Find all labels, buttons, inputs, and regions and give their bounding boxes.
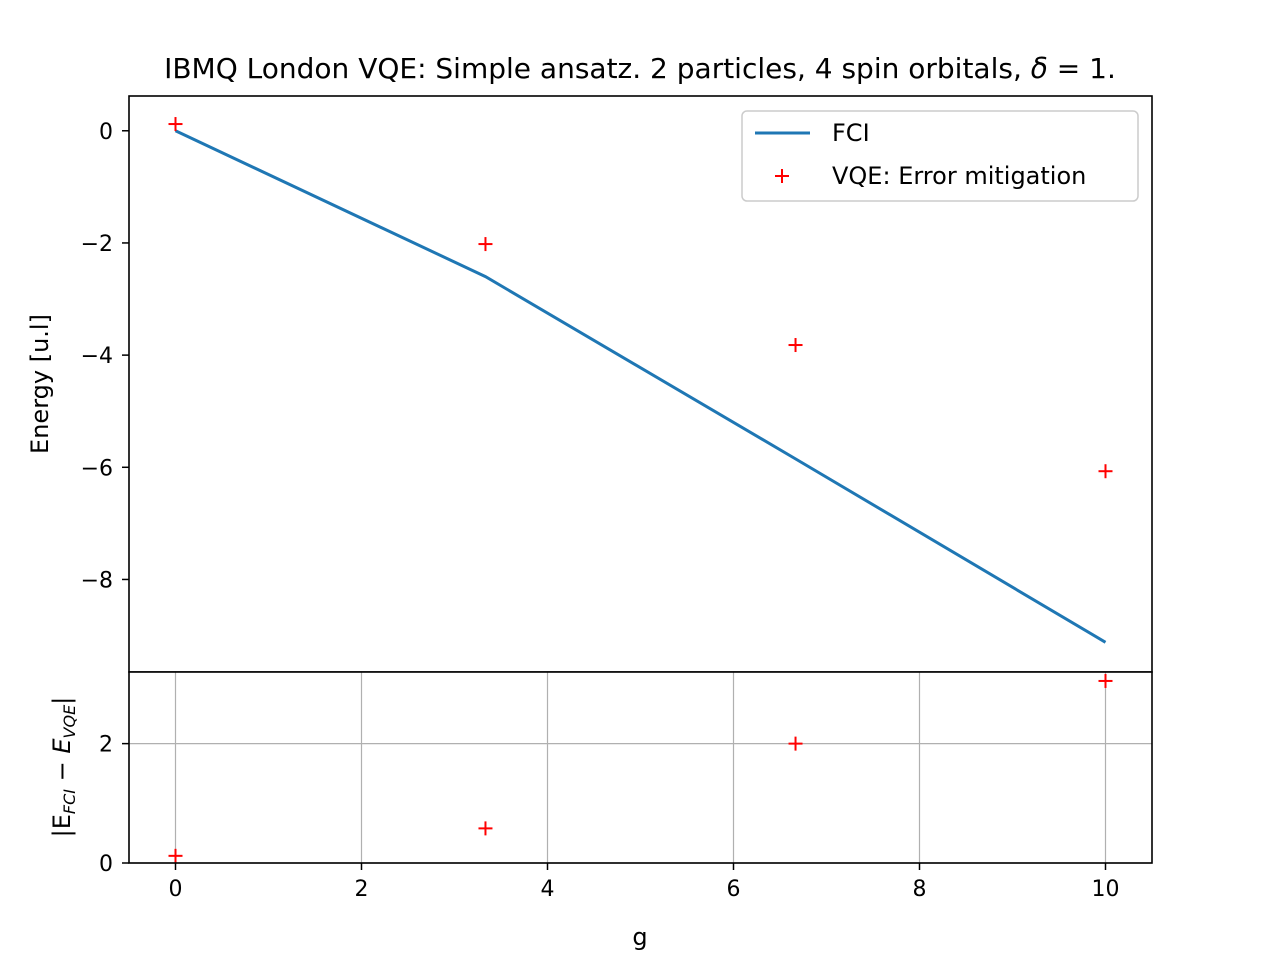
legend-fci-label: FCI: [832, 119, 870, 147]
x-tick-label: 6: [727, 877, 741, 902]
bottom-y-tick-label: 2: [99, 733, 113, 758]
bottom-frame: [128, 671, 1153, 864]
ylabel-part-sub2: VQE: [60, 704, 79, 739]
legend-box: [741, 110, 1139, 202]
legend: FCI VQE: Error mitigation: [741, 110, 1139, 202]
x-tick-label: 0: [169, 877, 183, 902]
bottom-plot-area: [129, 672, 1152, 863]
error-point: [478, 821, 493, 836]
bottom-panel: 0 2 4 6 8 10 0 2: [99, 671, 1153, 902]
top-y-axis-label: Energy [u.l]: [26, 314, 54, 454]
legend-vqe-label: VQE: Error mitigation: [832, 162, 1086, 190]
x-tick-label: 8: [913, 877, 927, 902]
ylabel-part-left: |E: [48, 814, 76, 837]
x-axis-label: g: [632, 923, 647, 951]
top-y-tick-label: −6: [81, 456, 113, 481]
x-tick-label: 10: [1092, 877, 1120, 902]
chart-title-symbol: δ: [1031, 52, 1048, 85]
bottom-y-axis-label: |EFCI − EVQE|: [48, 697, 79, 838]
vqe-point: [168, 117, 183, 132]
top-y-tick-label: 0: [99, 120, 113, 145]
legend-plus-marker: [775, 169, 789, 183]
error-point: [788, 736, 803, 751]
chart-title: IBMQ London VQE: Simple ansatz. 2 partic…: [164, 52, 1116, 85]
x-tick-label: 2: [355, 877, 369, 902]
chart-title-tail: = 1.: [1048, 52, 1116, 85]
chart-title-main: IBMQ London VQE: Simple ansatz. 2 partic…: [164, 52, 1031, 85]
vqe-point: [478, 237, 493, 252]
ylabel-part-sub1: FCI: [60, 789, 79, 814]
top-y-tick-label: −4: [81, 344, 113, 369]
error-point: [1098, 673, 1113, 688]
vqe-point: [788, 338, 803, 353]
fci-line: [174, 129, 1107, 644]
ylabel-part-mid: − E: [48, 738, 76, 789]
ylabel-part-right: |: [48, 697, 76, 705]
top-y-tick-label: −8: [81, 568, 113, 593]
top-y-tick-label: −2: [81, 232, 113, 257]
error-point: [168, 848, 183, 863]
legend-vqe-swatch: [775, 169, 789, 183]
vqe-point: [1098, 464, 1113, 479]
x-tick-label: 4: [541, 877, 555, 902]
bottom-y-tick-label: 0: [99, 852, 113, 877]
